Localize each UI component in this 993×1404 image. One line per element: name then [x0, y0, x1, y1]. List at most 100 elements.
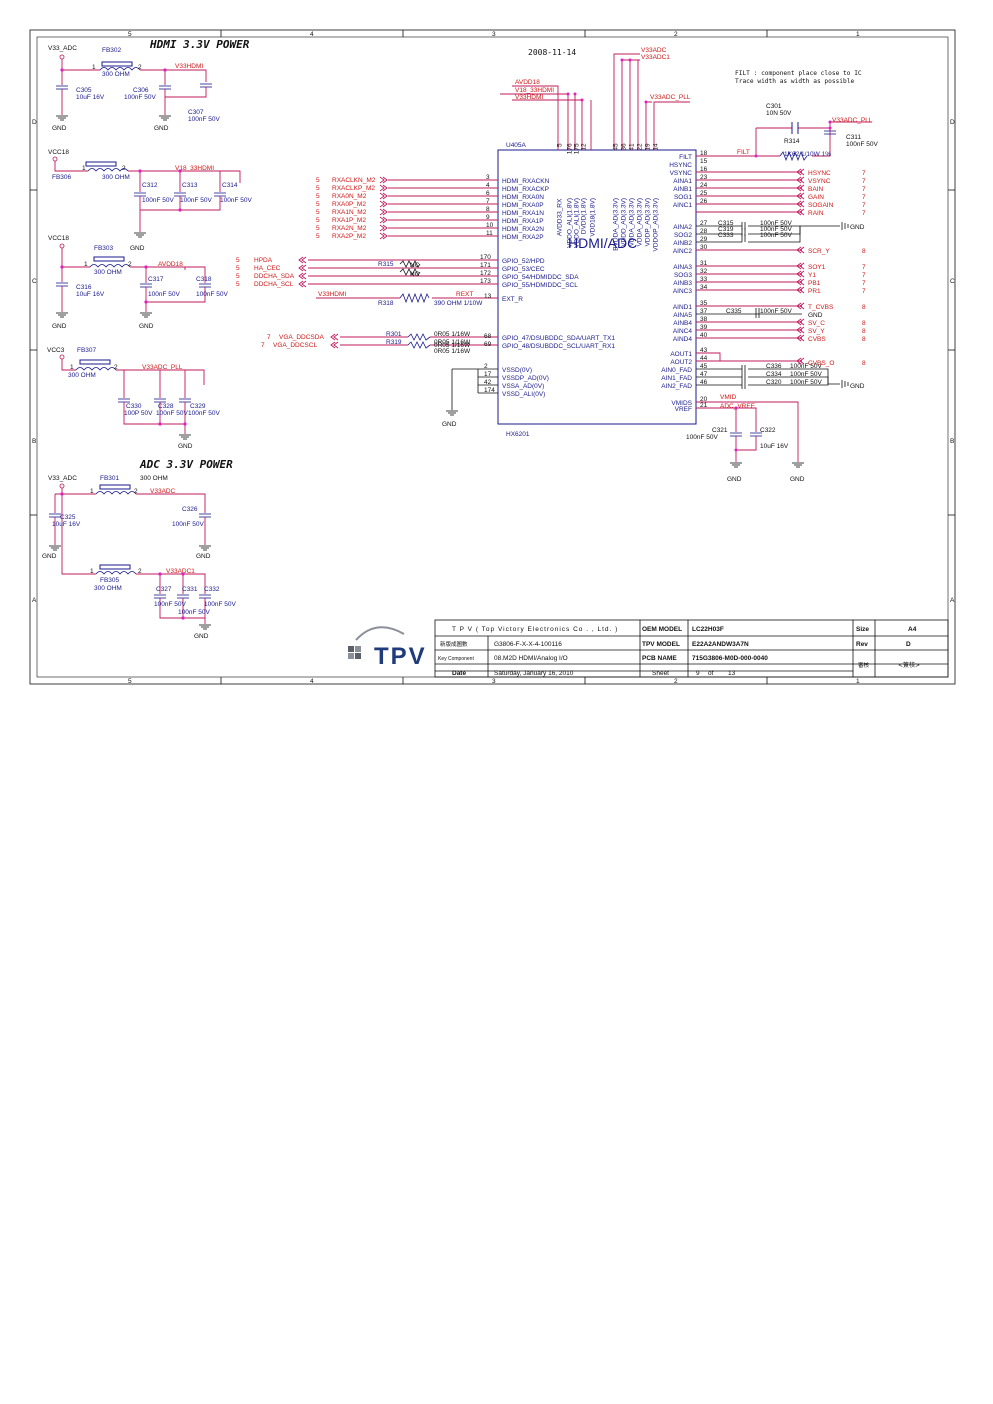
- border-row-a-left: A: [32, 597, 37, 604]
- hdmi-net-0: RXACLKN_M2: [332, 177, 376, 184]
- ra-arrow-3: [796, 326, 805, 334]
- net-cvbs-o: CVBS_O: [808, 360, 834, 367]
- gnd-pin-name-2: VSSA_AD(0V): [502, 383, 544, 390]
- top-pin-name-9: VDDP_AD(3.3V): [645, 198, 652, 246]
- c328-ref: C328: [158, 403, 174, 410]
- hdmi-sheet-2: 5: [316, 193, 320, 200]
- gpio-arrow-3: [298, 280, 307, 288]
- rl-net-0: SOY1: [808, 264, 826, 271]
- gpio-pin-num-1: 171: [480, 262, 491, 269]
- rl-sheet-2: 7: [862, 280, 866, 287]
- ra-sheet-3: 8: [862, 328, 866, 335]
- filt-note-line2: Trace width as width as possible: [735, 78, 854, 85]
- c305-ref: C305: [76, 87, 92, 94]
- fb306-value: 300 OHM: [102, 174, 130, 181]
- scr-y-sheet: 8: [862, 248, 866, 255]
- c301-value: 10N 50V: [766, 110, 792, 117]
- right-top-name-4: AINB1: [673, 186, 692, 193]
- hdmi-sheet-7: 5: [316, 233, 320, 240]
- rl-arrow-1: [796, 270, 805, 278]
- fb305-ref: FB305: [100, 577, 120, 584]
- vga-res-val-0: 0R05 1/16W: [434, 331, 471, 338]
- top-pin-name-2: VDDO_ALI(1.8V): [574, 198, 581, 248]
- top-pin-num-0: 5: [557, 143, 564, 147]
- right-out-name-0: AOUT1: [670, 351, 692, 358]
- cm-val-0: 100nF 50V: [760, 220, 792, 227]
- c335-ref: C335: [726, 308, 742, 315]
- c313-value: 100nF 50V: [180, 197, 212, 204]
- gpio-sheet-0: 5: [236, 257, 240, 264]
- right-mid-name-1: SOG2: [674, 232, 692, 239]
- ra-arrow-0: [796, 302, 805, 310]
- vga-arrow-1: [330, 341, 339, 349]
- top-net-v33adc: V33ADC: [641, 47, 667, 54]
- tpv-logo: TPV: [348, 626, 425, 670]
- c325-ref: C325: [60, 514, 76, 521]
- power-block-v18-33hdmi: VCC18 1 2 FB306 300 OHM V18_33HDMI C312 …: [48, 149, 252, 238]
- right-out-num-1: 44: [700, 355, 708, 362]
- top-net-v33adc-pll: V33ADC_PLL: [650, 94, 691, 101]
- border-col-4-bottom: 4: [310, 678, 314, 685]
- gpio-pin-name-3: GPIO_55/HDMIDDC_SCL: [502, 282, 578, 289]
- net-adc-vref: ADC_VREF: [720, 403, 755, 410]
- ic-u405a: U405A HX6201 HDMI/ADC AVDD18 V18_33HDMI …: [236, 47, 878, 483]
- border-col-3-top: 3: [492, 31, 496, 38]
- rt-sheet-0: 7: [862, 170, 866, 177]
- power-block-avdd18: VCC18 FB303 GND 1 2 300 OHM AVDD18 C316 …: [48, 235, 228, 330]
- right-ain-num-4: 40: [700, 332, 708, 339]
- filt-note-line1: FILT : component place close to IC: [735, 70, 862, 77]
- right-top-num-4: 24: [700, 182, 708, 189]
- right-out-num-2: 45: [700, 363, 708, 370]
- vga-resistor-0: [407, 333, 431, 341]
- right-top-num-0: 18: [700, 150, 708, 157]
- ic-left-gpio-pins: 5 HPDA 170 GPIO_52/HPD 5 HA_CEC 171 GPIO_53/CEC…: [236, 254, 579, 289]
- rl-sheet-0: 7: [862, 264, 866, 271]
- rt-sheet-1: 7: [862, 178, 866, 185]
- ic-part: HX6201: [506, 431, 530, 438]
- hdmi-pin-num-6: 10: [486, 222, 494, 229]
- hdmi-pin-num-2: 6: [486, 190, 490, 197]
- rl-arrow-2: [796, 278, 805, 286]
- ra-sheet-2: 8: [862, 320, 866, 327]
- top-pin-num-5: 45: [613, 143, 620, 151]
- gnd-pin-num-0: 2: [484, 363, 488, 370]
- vref-gnd-label-2: GND: [790, 476, 805, 483]
- hdmi-sheet-6: 5: [316, 225, 320, 232]
- hdmi-sheet-1: 5: [316, 185, 320, 192]
- fb301-pin1: 1: [90, 488, 94, 495]
- hdmi-pin-name-5: HDMI_RXA1P: [502, 218, 544, 225]
- border-col-5-top: 5: [128, 31, 132, 38]
- c318-value: 100nF 50V: [196, 291, 228, 298]
- co-cap-1: [741, 373, 746, 381]
- right-ain-name-2: AINB4: [673, 320, 692, 327]
- rt-sheet-3: 7: [862, 194, 866, 201]
- gpio-pin-num-3: 173: [480, 278, 491, 285]
- tb-key-label: Key Component: [438, 656, 474, 662]
- hdmi-arrow-1: [379, 184, 388, 192]
- r315-ref: R315: [378, 261, 394, 268]
- tb-sheet-total: 13: [728, 670, 736, 677]
- top-pin-num-6: 36: [621, 143, 628, 151]
- tb-company: T P V ( Top Victory Electronics Co . , L…: [452, 626, 618, 633]
- c305-value: 10uF 16V: [76, 94, 105, 101]
- top-net-v18-33hdmi: V18_33HDMI: [515, 87, 554, 94]
- co-ref-1: C334: [766, 371, 782, 378]
- co-cap-0: [741, 365, 746, 373]
- right-top-name-6: AINC1: [673, 202, 693, 209]
- c311-value: 100nF 50V: [846, 141, 878, 148]
- rl-net-3: PR1: [808, 288, 821, 295]
- net-v18-33hdmi: V18_33HDMI: [175, 165, 214, 172]
- top-pin-num-9: 19: [645, 143, 652, 151]
- gpio-sheet-1: 5: [236, 265, 240, 272]
- gnd-label-5: GND: [139, 323, 154, 330]
- net-v33adc-pll-1: V33ADC_PLL: [142, 364, 183, 371]
- fb305-pin1: 1: [90, 568, 94, 575]
- right-low-name-1: SOG3: [674, 272, 692, 279]
- gpio-net-2: DDCHA_SDA: [254, 273, 295, 280]
- net-v33hdmi: V33HDMI: [175, 63, 203, 70]
- border-row-c-right: C: [950, 278, 955, 285]
- net-v33hdmi-rext: V33HDMI: [318, 291, 346, 298]
- gpio-net-3: DDCHA_SCL: [254, 281, 294, 288]
- right-out-num-0: 43: [700, 347, 708, 354]
